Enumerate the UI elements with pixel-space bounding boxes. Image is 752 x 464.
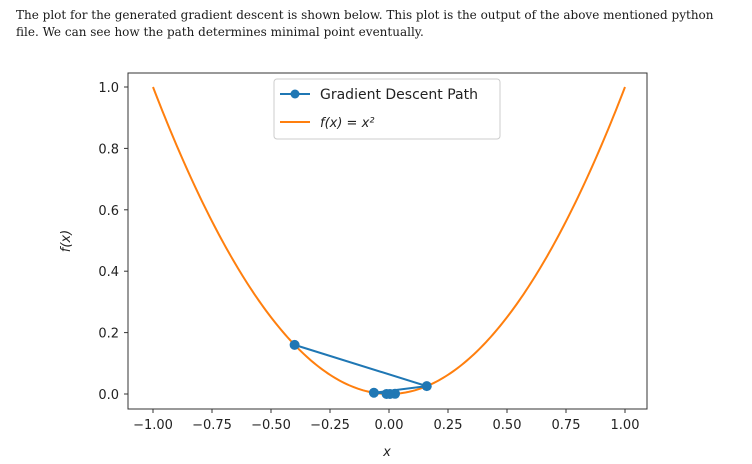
y-tick-label: 0.6 [98,204,119,219]
y-tick-label: 0.8 [98,142,119,157]
paragraph-line-2: file. We can see how the path determines… [16,25,424,39]
y-axis-label: f(x) [59,230,74,252]
x-tick-label: 0.50 [493,418,522,433]
axes-layer [127,72,648,410]
plot-frame [127,72,648,410]
path-line [294,343,428,395]
legend-path-marker [290,89,300,99]
x-tick-label: −0.75 [192,418,232,433]
legend-curve-label: f(x) = x² [320,116,374,131]
x-tick-label: 0.00 [375,418,404,433]
description-paragraph: The plot for the generated gradient desc… [16,7,738,41]
paragraph-line-1: The plot for the generated gradient desc… [16,8,714,22]
x-tick-label: −0.50 [251,418,291,433]
y-tick-label: 1.0 [98,81,119,96]
x-tick-label: −1.00 [133,418,173,433]
x-tick-label: 1.00 [611,418,640,433]
y-tick-label: 0.0 [98,388,119,403]
path-point [421,381,432,392]
plot-layer [152,86,626,399]
y-tick-label: 0.4 [98,265,119,280]
x-tick-label: 0.75 [552,418,581,433]
ticks-layer: −1.00 −0.75 −0.50 −0.25 0.00 0.25 0.50 0.75 1.00… [98,81,639,433]
path-point [384,388,395,399]
x-tick-label: −0.25 [310,418,350,433]
path-point [289,339,300,350]
chart-legend: Gradient Descent Path f(x) = x² [273,78,501,140]
legend-box [273,78,501,140]
path-point [368,387,379,398]
y-tick-label: 0.2 [98,327,119,342]
x-axis-label: x [382,445,391,460]
legend-path-label: Gradient Descent Path [320,87,478,103]
x-tick-label: 0.25 [434,418,463,433]
